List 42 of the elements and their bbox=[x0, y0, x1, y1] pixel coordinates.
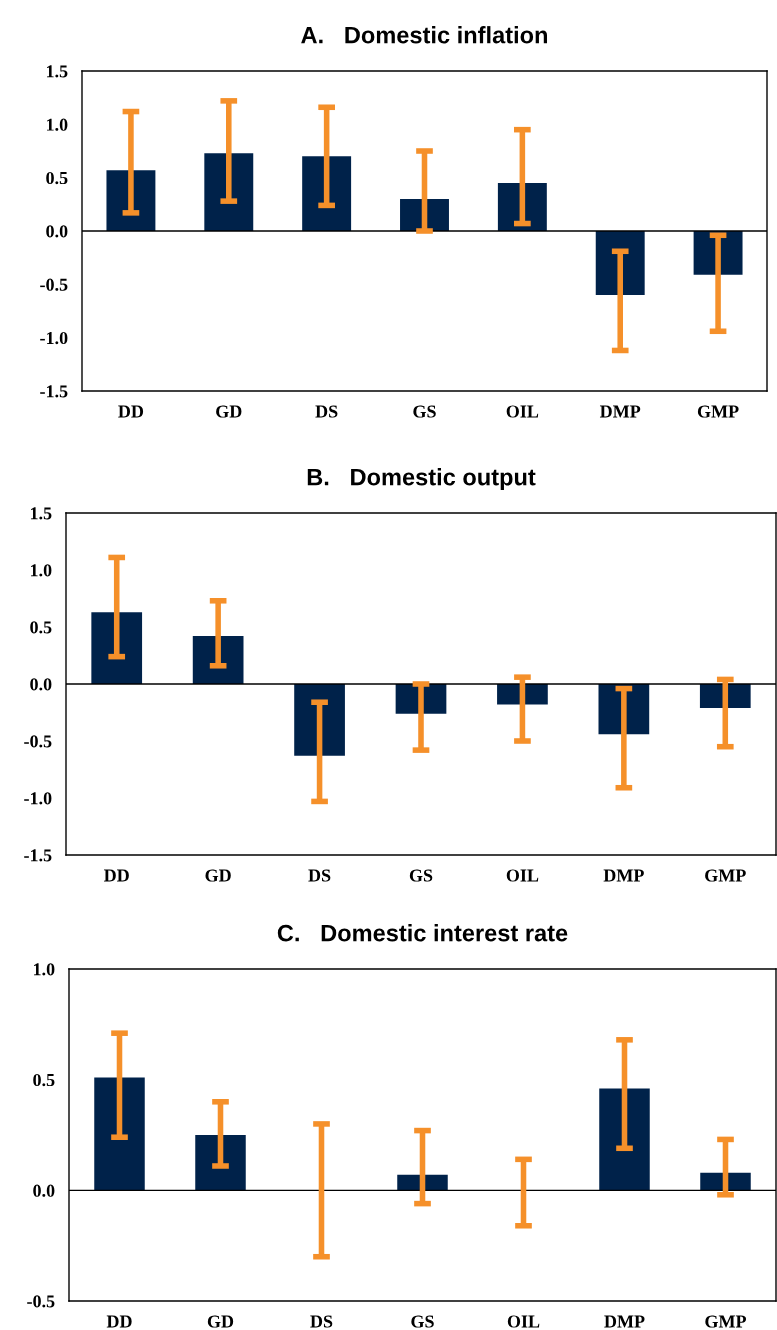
x-tick-label: GD bbox=[205, 869, 231, 882]
x-tick-label: DMP bbox=[603, 869, 644, 882]
x-tick-label: OIL bbox=[506, 869, 539, 882]
y-tick-label: -1.0 bbox=[24, 792, 52, 805]
y-tick-label: 1.0 bbox=[30, 564, 52, 577]
y-tick-label: 0.5 bbox=[33, 1073, 55, 1087]
y-tick-label: -0.5 bbox=[40, 278, 68, 291]
chart-title: A. Domestic inflation bbox=[301, 26, 548, 44]
x-tick-label: DS bbox=[308, 869, 331, 882]
y-tick-label: 0.5 bbox=[46, 171, 68, 185]
y-tick-label: 1.0 bbox=[33, 963, 55, 976]
x-tick-label: GMP bbox=[705, 869, 746, 882]
x-tick-label: GMP bbox=[697, 405, 739, 418]
y-tick-label: -1.0 bbox=[40, 331, 68, 345]
x-tick-label: OIL bbox=[507, 1315, 540, 1328]
x-tick-label: GS bbox=[409, 869, 433, 882]
y-tick-label: -0.5 bbox=[27, 1295, 55, 1308]
y-tick-label: 0.0 bbox=[33, 1184, 55, 1197]
x-tick-label: GS bbox=[413, 405, 436, 418]
y-tick-label: 1.5 bbox=[30, 507, 52, 520]
y-tick-label: 1.0 bbox=[46, 118, 68, 131]
y-tick-label: -1.5 bbox=[40, 385, 68, 398]
x-tick-label: DD bbox=[118, 405, 144, 418]
x-tick-label: OIL bbox=[506, 405, 539, 418]
x-tick-label: DMP bbox=[604, 1315, 645, 1328]
chart-title: B. Domestic output bbox=[307, 468, 536, 491]
x-tick-label: GD bbox=[216, 405, 242, 418]
y-tick-label: -0.5 bbox=[24, 735, 52, 748]
x-tick-label: DD bbox=[106, 1315, 132, 1328]
y-tick-label: 0.0 bbox=[46, 225, 68, 238]
x-tick-label: GS bbox=[411, 1315, 434, 1328]
x-tick-label: DMP bbox=[599, 405, 641, 418]
x-tick-label: GMP bbox=[705, 1315, 747, 1328]
x-tick-label: DS bbox=[315, 405, 338, 418]
y-tick-label: 0.5 bbox=[30, 621, 52, 634]
chart-title: C. Domestic interest rate bbox=[277, 924, 568, 942]
y-tick-label: -1.5 bbox=[24, 849, 52, 862]
x-tick-label: GD bbox=[207, 1315, 234, 1328]
y-tick-label: 1.5 bbox=[46, 65, 68, 78]
y-tick-label: 0.0 bbox=[30, 678, 52, 691]
x-tick-label: DS bbox=[310, 1315, 333, 1328]
x-tick-label: DD bbox=[103, 869, 129, 882]
